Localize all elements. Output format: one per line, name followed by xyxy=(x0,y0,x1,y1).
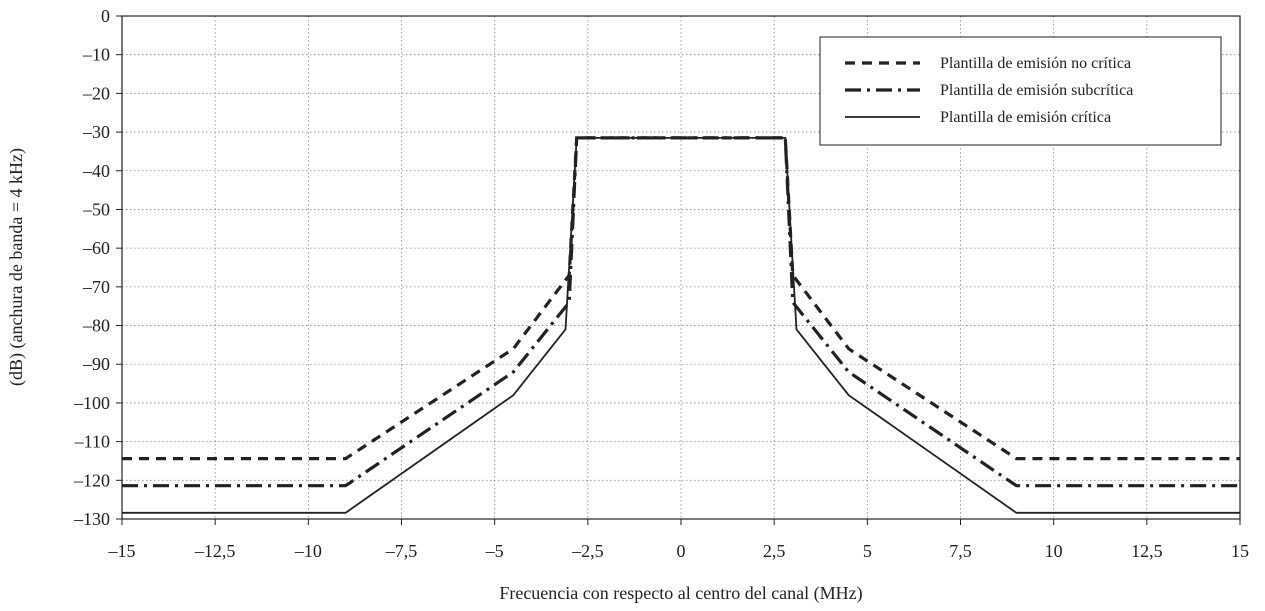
x-tick-label: 0 xyxy=(677,541,686,561)
x-tick-label: 10 xyxy=(1045,541,1063,561)
y-tick-label: –40 xyxy=(82,161,110,181)
x-tick-label: –2,5 xyxy=(571,541,604,561)
y-tick-label: –100 xyxy=(73,393,110,413)
x-tick-label: –5 xyxy=(485,541,504,561)
x-axis-title: Frecuencia con respecto al centro del ca… xyxy=(499,583,862,604)
x-tick-label: 15 xyxy=(1231,541,1249,561)
x-tick-label: –10 xyxy=(294,541,322,561)
x-tick-label: 2,5 xyxy=(763,541,786,561)
series-line-2 xyxy=(122,136,1240,488)
y-tick-label: –10 xyxy=(82,45,110,65)
y-tick-label: –120 xyxy=(73,470,110,490)
x-tick-label: –7,5 xyxy=(385,541,418,561)
series-line-3 xyxy=(122,136,1240,514)
y-tick-label: –130 xyxy=(73,509,110,529)
y-tick-label: –110 xyxy=(74,432,110,452)
x-tick-labels: –15 –12,5 –10 –7,5 –5 –2,5 0 2,5 5 7,5 10 12,5 15 xyxy=(108,541,1250,561)
series-lines xyxy=(122,136,1240,514)
legend-label-2: Plantilla de emisión subcrítica xyxy=(940,82,1133,99)
y-tick-label: –30 xyxy=(82,122,110,142)
x-tick-label: –12,5 xyxy=(194,541,236,561)
y-tick-label: 0 xyxy=(101,6,110,26)
legend-label-3: Plantilla de emisión crítica xyxy=(940,109,1111,126)
y-tick-label: –90 xyxy=(82,354,110,374)
y-axis-title: (dB) (anchura de banda = 4 kHz) xyxy=(6,148,27,386)
legend: Plantilla de emisión no crítica Plantilla… xyxy=(819,36,1222,146)
axis-ticks xyxy=(116,15,1241,525)
x-tick-label: 7,5 xyxy=(949,541,972,561)
y-tick-labels: 0 –10 –20 –30 –40 –50 –60 –70 –80 –90 –100 –110 –120… xyxy=(73,6,110,529)
x-tick-label: –15 xyxy=(108,541,136,561)
x-tick-label: 12,5 xyxy=(1131,541,1163,561)
y-tick-label: –70 xyxy=(82,277,110,297)
y-tick-label: –20 xyxy=(82,83,110,103)
y-tick-label: –50 xyxy=(82,199,110,219)
x-tick-label: 5 xyxy=(863,541,872,561)
legend-label-1: Plantilla de emisión no crítica xyxy=(940,55,1131,72)
y-tick-label: –80 xyxy=(82,316,110,336)
series-line-1 xyxy=(122,136,1240,461)
y-tick-label: –60 xyxy=(82,238,110,258)
